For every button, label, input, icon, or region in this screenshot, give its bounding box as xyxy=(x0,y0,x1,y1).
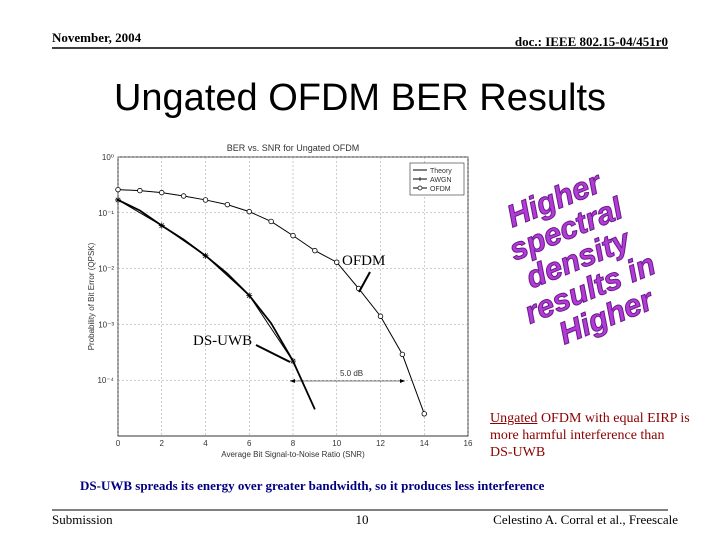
header-doc: doc.: IEEE 802.15-04/451r0 xyxy=(515,34,668,49)
y-axis-label: Probability of Bit Error (QPSK) xyxy=(87,242,96,350)
point xyxy=(399,351,406,358)
point xyxy=(246,208,252,215)
point xyxy=(159,189,165,196)
x-tick-label: 12 xyxy=(376,439,385,448)
point xyxy=(202,252,209,259)
point xyxy=(377,313,384,319)
x-tick-label: 8 xyxy=(291,439,296,448)
ofdm-pointer xyxy=(358,271,371,293)
dsuwb-callout: DS-UWB xyxy=(193,333,252,349)
point xyxy=(180,193,187,199)
x-axis-label: Average Bit Signal-to-Noise Ratio (SNR) xyxy=(221,450,365,459)
wordart: Higher spectral density results in Highe… xyxy=(483,154,680,360)
x-tick-label: 2 xyxy=(160,439,165,448)
legend-label: Theory xyxy=(430,168,452,175)
point xyxy=(158,222,165,229)
note-underlined: Ungated xyxy=(490,411,538,426)
y-tick-label: 10⁻¹ xyxy=(98,209,114,218)
y-tick-label: 10⁻³ xyxy=(98,320,114,329)
x-tick-label: 16 xyxy=(464,439,473,448)
point xyxy=(115,186,121,193)
ofdm-callout: OFDM xyxy=(342,253,385,269)
legend-label: OFDM xyxy=(430,186,451,193)
legend-label: AWGN xyxy=(430,177,452,184)
summary: DS-UWB spreads its energy over greater b… xyxy=(80,478,545,493)
point xyxy=(268,218,274,225)
wordart-text: Higher spectral density results in Highe… xyxy=(483,154,680,360)
series-line xyxy=(117,199,316,410)
slide-title: Ungated OFDM BER Results xyxy=(114,77,606,119)
point xyxy=(421,411,427,417)
footer-left: Submission xyxy=(52,512,113,527)
y-tick-label: 10⁻⁴ xyxy=(97,376,114,385)
x-tick-label: 14 xyxy=(420,439,429,448)
legend-marker xyxy=(418,177,422,181)
footer-page: 10 xyxy=(356,512,369,527)
note-rest: OFDM with equal EIRP is more harmful int… xyxy=(490,411,690,460)
point xyxy=(246,292,253,299)
point xyxy=(115,196,121,203)
x-tick-label: 0 xyxy=(116,439,121,448)
footer-right: Celestino A. Corral et al., Freescale xyxy=(493,512,678,527)
point xyxy=(202,197,209,203)
point xyxy=(290,232,296,239)
note: Ungated OFDM with equal EIRP is more har… xyxy=(490,410,690,461)
point xyxy=(137,187,143,194)
note-box: Ungated OFDM with equal EIRP is more har… xyxy=(490,410,690,461)
point xyxy=(290,358,296,365)
point xyxy=(334,259,340,265)
x-tick-label: 6 xyxy=(247,439,252,448)
header-date: November, 2004 xyxy=(52,30,142,45)
y-tick-label: 10⁻² xyxy=(98,265,114,274)
point xyxy=(224,201,231,208)
dsuwb-pointer xyxy=(255,344,291,363)
point xyxy=(312,247,318,254)
legend-marker xyxy=(417,185,423,191)
gap-label: 5.0 dB xyxy=(340,369,363,378)
x-tick-label: 10 xyxy=(332,439,341,448)
x-tick-label: 4 xyxy=(203,439,208,448)
y-tick-label: 10⁰ xyxy=(102,153,114,162)
chart: BER vs. SNR for Ungated OFDM Average Bit … xyxy=(87,143,473,459)
chart-title: BER vs. SNR for Ungated OFDM xyxy=(227,143,360,153)
